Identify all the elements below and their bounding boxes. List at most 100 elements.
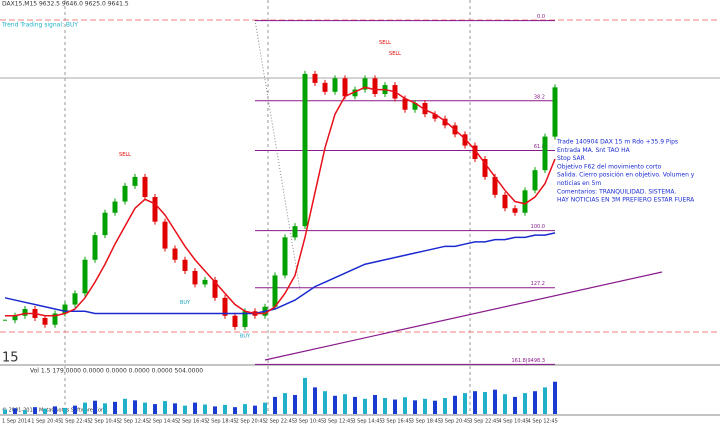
candle	[402, 98, 408, 110]
volume-bar	[353, 396, 357, 414]
candle	[542, 136, 548, 171]
x-tick-label: 2 Sep 18:45	[206, 419, 236, 425]
note-line: noticias en 5m	[557, 180, 601, 187]
volume-bar	[393, 399, 397, 414]
candle	[172, 248, 178, 260]
volume-bar	[93, 400, 97, 414]
candle	[192, 270, 198, 285]
candle	[82, 259, 88, 294]
fib-label: 161.8|9498.3	[512, 358, 546, 364]
candle	[42, 317, 48, 325]
volume-bar	[153, 404, 157, 414]
volume-bar	[123, 398, 127, 414]
candle	[412, 103, 418, 110]
candle	[142, 176, 148, 198]
volume-bar	[383, 398, 387, 414]
volume-bar	[143, 402, 147, 414]
volume-bar	[83, 402, 87, 414]
candle	[272, 275, 278, 307]
candle	[152, 197, 158, 222]
volume-bar	[513, 396, 517, 414]
candle	[532, 170, 538, 191]
note-line: Salida. Cierro posición en objetivo. Vol…	[557, 172, 695, 179]
slow-ma	[4, 232, 556, 315]
volume-bar	[233, 407, 237, 414]
note-line: HAY NOTICIAS EN 3M PREFIERO ESTAR FUERA	[557, 197, 695, 204]
volume-bar	[333, 395, 337, 414]
candle	[492, 176, 498, 195]
x-tick-label: 3 Sep 22:45	[469, 419, 499, 425]
x-tick-label: 1 Sep 20:45	[31, 419, 61, 425]
candle	[342, 78, 348, 97]
volume-bar	[373, 395, 377, 414]
volume-bar	[163, 401, 167, 414]
candle	[22, 309, 28, 316]
volume-bar	[33, 407, 37, 414]
signal-label: BUY	[240, 333, 251, 339]
x-tick-label: 2 Sep 10:45	[90, 419, 120, 425]
candle	[182, 259, 188, 271]
volume-bar	[503, 394, 507, 414]
volume-bar	[533, 391, 537, 414]
x-tick-label: 3 Sep 20:45	[440, 419, 470, 425]
volume-bar	[183, 405, 187, 414]
x-tick-label: 3 Sep 10:45	[294, 419, 324, 425]
volume-bar	[73, 405, 77, 414]
trend-line	[264, 271, 663, 361]
x-tick-label: 3 Sep 14:45	[352, 419, 382, 425]
candle	[372, 78, 378, 95]
volume-bar	[253, 405, 257, 414]
fast-ma	[5, 86, 556, 317]
fib-label: 100.0	[531, 224, 545, 230]
volume-bar	[323, 391, 327, 414]
volume-bar	[493, 389, 497, 414]
x-tick-label: 1 Sep 22:45	[60, 419, 90, 425]
candle	[112, 201, 118, 213]
x-tick-label: 2 Sep 20:45	[236, 419, 266, 425]
note-line: Entrada MA. Snt TAO HA	[557, 147, 631, 154]
candle	[72, 293, 78, 305]
candle	[332, 78, 338, 92]
candle	[122, 185, 128, 202]
volume-bar	[113, 401, 117, 414]
volume-bar	[43, 408, 47, 414]
volume-bar	[53, 406, 57, 414]
fib-anchor	[254, 19, 301, 291]
fib-label: 38.2	[534, 94, 545, 100]
candle	[442, 118, 448, 126]
volume-bar	[313, 387, 317, 414]
volume-bar	[23, 410, 27, 414]
volume-bar	[303, 377, 307, 414]
x-tick-label: 4 Sep 10:45	[498, 419, 528, 425]
candle	[352, 89, 358, 97]
note-line: Stop SAR	[557, 155, 585, 162]
candle	[362, 78, 368, 90]
volume-bar	[453, 395, 457, 414]
candle	[242, 311, 248, 327]
volume-bar	[213, 406, 217, 414]
candle	[232, 315, 238, 327]
candle	[222, 297, 228, 316]
signal-label: SELL	[119, 152, 131, 158]
note: Trade 140904 DAX 15 m Rdo +35.9 PipsEntr…	[556, 139, 695, 204]
candle	[52, 313, 58, 325]
x-tick-label: 2 Sep 22:45	[265, 419, 295, 425]
note-line: Objetivo F62 del movimiento corto	[557, 163, 662, 170]
candle	[432, 114, 438, 119]
volume-bar	[413, 400, 417, 414]
fib-label: 61.8	[534, 144, 545, 150]
x-tick-label: 3 Sep 12:45	[323, 419, 353, 425]
candle	[552, 87, 558, 137]
indicator-label: Trend Trading signal: BUY	[1, 22, 78, 29]
volume-bar	[293, 395, 297, 414]
volume-bar	[463, 393, 467, 414]
volume-bar	[63, 407, 67, 414]
fib-label: 0.0	[537, 14, 545, 20]
volume-bar	[263, 402, 267, 414]
volume-bar	[173, 403, 177, 414]
candle	[312, 73, 318, 83]
candle	[212, 279, 218, 298]
candle	[132, 176, 138, 186]
volume-bar	[203, 404, 207, 414]
